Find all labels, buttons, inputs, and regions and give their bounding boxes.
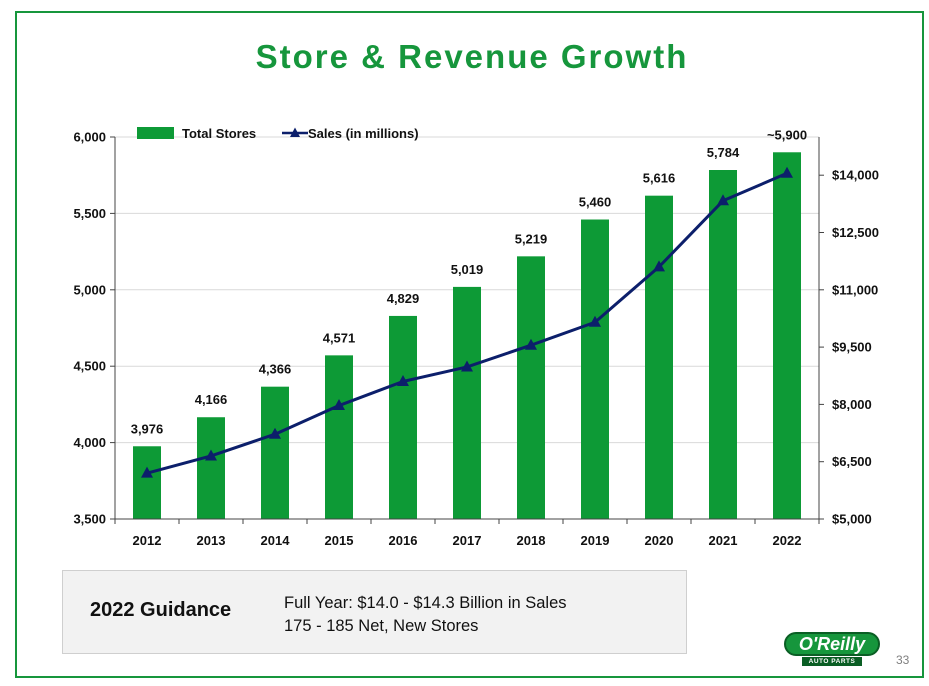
right-axis-tick-label: $5,000 (832, 512, 872, 527)
legend-sales-marker (290, 127, 300, 137)
store-bar-value-label: 5,019 (451, 262, 484, 277)
guidance-heading: 2022 Guidance (90, 599, 232, 621)
right-axis-tick-label: $6,500 (832, 454, 872, 469)
store-bar-value-label: 5,784 (707, 145, 740, 160)
store-bar (581, 219, 609, 519)
sales-point-marker (397, 374, 409, 386)
chart-axes: 3,500 4,000 4,500 5,000 5,500 6,000 $5,000 $6,5… (73, 130, 879, 549)
legend-stores-swatch (137, 127, 174, 139)
store-bar (261, 386, 289, 519)
store-bar (773, 152, 801, 519)
store-bar (453, 286, 481, 519)
sales-point-marker (461, 360, 473, 372)
store-bar (517, 256, 545, 519)
sales-point-marker (141, 466, 153, 478)
oreilly-logo: O'Reilly AUTO PARTS (784, 632, 880, 668)
left-axis-tick-label: 4,000 (73, 435, 106, 450)
x-axis-category-label: 2018 (517, 533, 546, 548)
legend-sales-label: Sales (in millions) (308, 126, 419, 141)
x-axis-category-label: 2019 (581, 533, 610, 548)
store-bar (709, 170, 737, 519)
x-axis-category-label: 2022 (773, 533, 802, 548)
store-bar-value-label: 5,616 (643, 171, 676, 186)
store-bar-value-label: 4,166 (195, 392, 228, 407)
store-bar (325, 355, 353, 519)
store-bar-value-label: 4,571 (323, 330, 356, 345)
sales-point-marker (269, 427, 281, 439)
sales-point-marker (333, 399, 345, 411)
store-bars: 3,976 4,166 4,366 4,571 4,829 5,019 5,219 5,460… (131, 127, 807, 519)
sales-point-marker (205, 449, 217, 461)
x-axis-category-label: 2013 (197, 533, 226, 548)
left-axis-tick-label: 3,500 (73, 512, 106, 527)
sales-line-series (141, 166, 793, 478)
left-axis-tick-label: 5,500 (73, 206, 106, 221)
store-bar (389, 315, 417, 519)
store-revenue-chart: 3,976 4,166 4,366 4,571 4,829 5,019 5,219 5,460… (73, 126, 879, 549)
right-axis-tick-label: $12,500 (832, 225, 879, 240)
x-axis-category-label: 2016 (389, 533, 418, 548)
left-axis-tick-label: 5,000 (73, 282, 106, 297)
page-number: 33 (896, 653, 910, 667)
x-axis-category-label: 2020 (645, 533, 674, 548)
x-axis-category-label: 2021 (709, 533, 738, 548)
logo-subtitle: AUTO PARTS (802, 657, 862, 666)
right-axis-tick-label: $14,000 (832, 168, 879, 183)
x-axis-category-label: 2014 (261, 533, 291, 548)
x-axis-category-label: 2017 (453, 533, 482, 548)
store-bar-value-label: 5,460 (579, 195, 612, 210)
store-bar-value-label: 5,219 (515, 231, 548, 246)
store-bar-value-label: 4,829 (387, 291, 420, 306)
right-axis-tick-label: $9,500 (832, 340, 872, 355)
right-axis-tick-label: $11,000 (832, 282, 878, 297)
left-axis-tick-label: 4,500 (73, 359, 106, 374)
store-bar (133, 446, 161, 519)
slide-frame (15, 11, 924, 678)
sales-point-marker (653, 260, 665, 272)
sales-point-marker (781, 166, 793, 178)
store-bar-value-label: ~5,900 (767, 127, 807, 142)
x-axis-category-label: 2012 (133, 533, 162, 548)
slide-title: Store & Revenue Growth (255, 38, 689, 75)
x-axis-category-label: 2015 (325, 533, 354, 548)
legend-stores-label: Total Stores (182, 126, 256, 141)
store-bar-value-label: 4,366 (259, 362, 292, 377)
guidance-sales-line: Full Year: $14.0 - $14.3 Billion in Sale… (284, 594, 567, 612)
left-axis-tick-label: 6,000 (73, 130, 106, 145)
right-axis-tick-label: $8,000 (832, 397, 872, 412)
guidance-box: 2022 Guidance Full Year: $14.0 - $14.3 B… (62, 570, 687, 654)
sales-point-marker (717, 194, 729, 206)
store-bar (645, 195, 673, 519)
sales-point-marker (525, 338, 537, 350)
store-bar (197, 417, 225, 519)
sales-point-marker (589, 315, 601, 327)
logo-wordmark: O'Reilly (784, 632, 880, 656)
chart-legend: Total Stores Sales (in millions) (137, 126, 419, 141)
store-bar-value-label: 3,976 (131, 421, 164, 436)
guidance-stores-line: 175 - 185 Net, New Stores (284, 617, 479, 635)
